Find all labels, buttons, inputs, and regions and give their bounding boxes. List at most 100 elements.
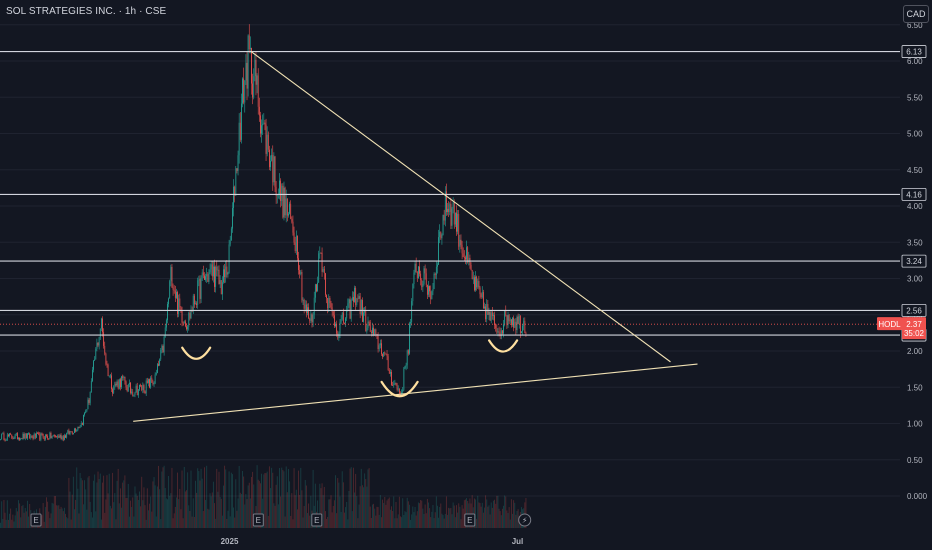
volume-bar: [477, 495, 479, 528]
volume-bar: [453, 505, 455, 528]
volume-bar: [81, 480, 83, 528]
candle-body: [279, 180, 280, 194]
candle-body: [491, 312, 493, 317]
candle-body: [146, 380, 148, 383]
volume-bar: [43, 521, 45, 528]
volume-bar: [57, 505, 59, 528]
candle-body: [304, 304, 306, 309]
candle-body: [145, 380, 147, 394]
volume-bar: [245, 494, 247, 528]
volume-bar: [69, 491, 71, 528]
candle-body: [404, 366, 406, 369]
volume-bar: [373, 503, 375, 528]
level-price-tag: 6.13: [901, 45, 927, 58]
volume-bar: [190, 470, 192, 528]
candle-body: [113, 387, 115, 394]
pattern-arc: [181, 346, 212, 360]
event-marker[interactable]: E: [464, 513, 476, 527]
volume-bar: [135, 493, 137, 528]
candle-body: [226, 266, 228, 275]
candle-body: [42, 433, 44, 438]
event-marker[interactable]: E: [311, 513, 323, 527]
candle-body: [291, 218, 293, 222]
volume-bar: [152, 481, 154, 528]
candle-body: [364, 310, 366, 313]
candle-body: [460, 239, 462, 245]
candle-body: [21, 438, 23, 440]
volume-bar: [3, 500, 5, 528]
volume-bar: [253, 484, 255, 528]
volume-bar: [498, 508, 500, 528]
candle-body: [498, 331, 500, 333]
volume-bar: [363, 487, 364, 528]
candle-body: [30, 435, 32, 438]
candle-body: [125, 381, 127, 388]
volume-bar: [303, 506, 305, 528]
volume-bar: [274, 505, 276, 528]
volume-bar: [407, 501, 409, 528]
candle-body: [5, 439, 7, 441]
candle-body: [292, 221, 294, 233]
candle-body: [9, 433, 10, 436]
candle-body: [92, 369, 93, 382]
candle-body: [220, 280, 222, 295]
candle-body: [266, 134, 268, 154]
volume-bar: [330, 495, 332, 528]
candle-body: [24, 433, 26, 439]
volume-bar: [429, 508, 431, 528]
volume-bar: [21, 506, 23, 528]
volume-bar: [13, 521, 15, 528]
volume-bar: [379, 495, 381, 528]
volume-bar: [14, 515, 16, 528]
event-marker[interactable]: ⚡: [518, 513, 532, 527]
candle-body: [14, 434, 16, 439]
candle-body: [301, 272, 303, 301]
candle-body: [199, 279, 201, 299]
candle-body: [71, 431, 73, 434]
event-marker[interactable]: E: [252, 513, 264, 527]
volume-bar: [282, 469, 284, 528]
volume-bar: [26, 500, 28, 528]
volume-bar: [105, 499, 107, 528]
volume-bar: [137, 499, 139, 528]
volume-bar: [340, 511, 342, 528]
candle-body: [198, 279, 200, 281]
volume-bar: [461, 505, 463, 528]
volume-bar: [62, 511, 64, 528]
candle-body: [15, 433, 17, 435]
volume-bar: [192, 498, 194, 528]
candle-body: [66, 433, 68, 438]
candle-body: [105, 353, 107, 364]
candle-body: [326, 294, 327, 299]
volume-bar: [412, 506, 414, 528]
volume-bar: [115, 519, 117, 528]
candle-body: [489, 311, 491, 321]
volume-bar: [44, 507, 46, 528]
candle-body: [317, 282, 318, 292]
candle-body: [74, 428, 75, 433]
volume-bar: [382, 499, 384, 528]
candle-body: [286, 198, 288, 216]
level-tag-box: [901, 254, 927, 268]
volume-bar: [234, 517, 236, 528]
candle-body: [205, 276, 206, 280]
currency-button[interactable]: CAD: [903, 5, 929, 23]
volume-bar: [374, 508, 376, 528]
candle-body: [443, 215, 445, 221]
volume-bar: [20, 517, 22, 528]
volume-bar: [447, 514, 448, 528]
volume-bar: [5, 519, 7, 528]
event-marker[interactable]: E: [30, 513, 42, 527]
candle-body: [126, 387, 128, 392]
candle-body: [187, 326, 189, 330]
volume-bar: [509, 519, 511, 528]
candle-body: [165, 320, 167, 328]
candle-body: [249, 47, 251, 50]
candle-body: [22, 433, 24, 439]
volume-bar: [223, 485, 224, 528]
candle-body: [300, 272, 302, 275]
candle-body: [349, 299, 351, 319]
candle-body: [225, 266, 227, 278]
volume-bar: [510, 499, 512, 528]
